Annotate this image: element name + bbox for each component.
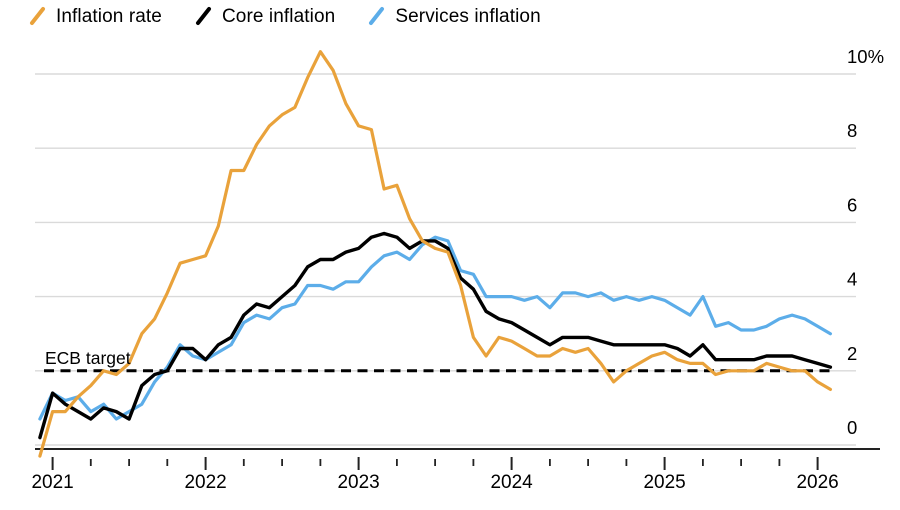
data-series: [38, 50, 833, 458]
x-year-label: 2025: [643, 472, 685, 493]
x-year-label: 2026: [796, 472, 838, 493]
y-tick-label: 6: [847, 194, 857, 215]
legend-item-inflation-rate: Inflation rate: [28, 5, 162, 28]
chart-legend: Inflation rate Core inflation Services i…: [28, 5, 541, 28]
core-inflation-line-icon: [194, 5, 213, 28]
x-year-label: 2023: [337, 472, 379, 493]
series-line-core-inflation: [38, 231, 833, 440]
services-inflation-line-icon: [367, 5, 386, 28]
gridlines: 0 2 4 6 8 10%: [35, 46, 884, 446]
ecb-target-label: ECB target: [45, 348, 131, 368]
x-year-label: 2024: [490, 472, 533, 493]
x-year-label: 2022: [184, 472, 226, 493]
series-line-services-inflation: [38, 235, 833, 421]
y-tick-label: 2: [847, 343, 857, 364]
y-tick-label: 0: [847, 417, 857, 438]
legend-label-services-inflation: Services inflation: [395, 5, 541, 27]
axes: 2021 2022 2023 2024 2025 2026: [31, 448, 880, 493]
y-tick-label: 8: [847, 120, 857, 141]
y-tick-label: 4: [847, 269, 857, 290]
inflation-rate-line-icon: [28, 5, 47, 28]
legend-item-core-inflation: Core inflation: [194, 5, 335, 28]
legend-item-services-inflation: Services inflation: [367, 5, 541, 28]
series-line-inflation-rate: [38, 50, 833, 458]
y-tick-label: 10%: [847, 46, 884, 67]
legend-label-core-inflation: Core inflation: [221, 5, 336, 27]
legend-label-inflation-rate: Inflation rate: [56, 5, 162, 27]
x-year-label: 2021: [31, 472, 73, 493]
